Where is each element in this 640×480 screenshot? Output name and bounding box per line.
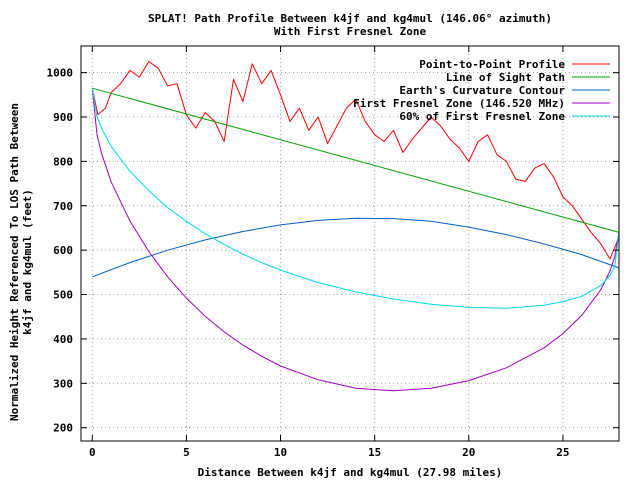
y-tick-label: 200 (53, 422, 73, 435)
y-tick-label: 600 (53, 244, 73, 257)
x-tick-label: 25 (556, 446, 569, 459)
y-tick-label: 900 (53, 111, 73, 124)
y-tick-label: 800 (53, 155, 73, 168)
y-tick-label: 700 (53, 200, 73, 213)
legend-label: 60% of First Fresnel Zone (399, 110, 565, 123)
x-tick-label: 5 (183, 446, 190, 459)
y-axis-label-line1: Normalized Height Referenced To LOS Path… (8, 103, 21, 421)
legend-label: First Fresnel Zone (146.520 MHz) (353, 97, 565, 110)
x-tick-label: 15 (368, 446, 381, 459)
tick-labels: 0 5 10 15 20 25 200 300 400 500 600 700 800 900 1000 (47, 67, 570, 459)
terrain-profile-line (91, 61, 620, 260)
line-of-sight-line (92, 87, 620, 233)
plot-frame (80, 45, 620, 442)
legend-label: Line of Sight Path (446, 71, 565, 84)
x-tick-label: 10 (274, 446, 287, 459)
legend-label: Earth's Curvature Contour (399, 84, 565, 97)
legend-label: Point-to-Point Profile (419, 58, 565, 71)
chart-subtitle: With First Fresnel Zone (274, 25, 427, 38)
y-tick-label: 300 (53, 377, 73, 390)
x-tick-label: 20 (462, 446, 475, 459)
x-axis-label: Distance Between k4jf and kg4mul (27.98 … (198, 466, 503, 479)
first-fresnel-zone-line (91, 88, 620, 392)
y-axis-label-line2: k4jf and kg4mul (feet) (21, 189, 34, 335)
x-tick-label: 0 (89, 446, 96, 459)
axis-ticks (81, 46, 619, 441)
earth-curvature-line (92, 217, 620, 278)
grid-lines (81, 46, 619, 441)
y-tick-label: 400 (53, 333, 73, 346)
y-tick-label: 1000 (47, 67, 74, 80)
series-layer (91, 61, 620, 392)
y-tick-label: 500 (53, 289, 73, 302)
chart-title: SPLAT! Path Profile Between k4jf and kg4… (148, 12, 552, 25)
sixty-percent-fresnel-line (91, 88, 620, 309)
